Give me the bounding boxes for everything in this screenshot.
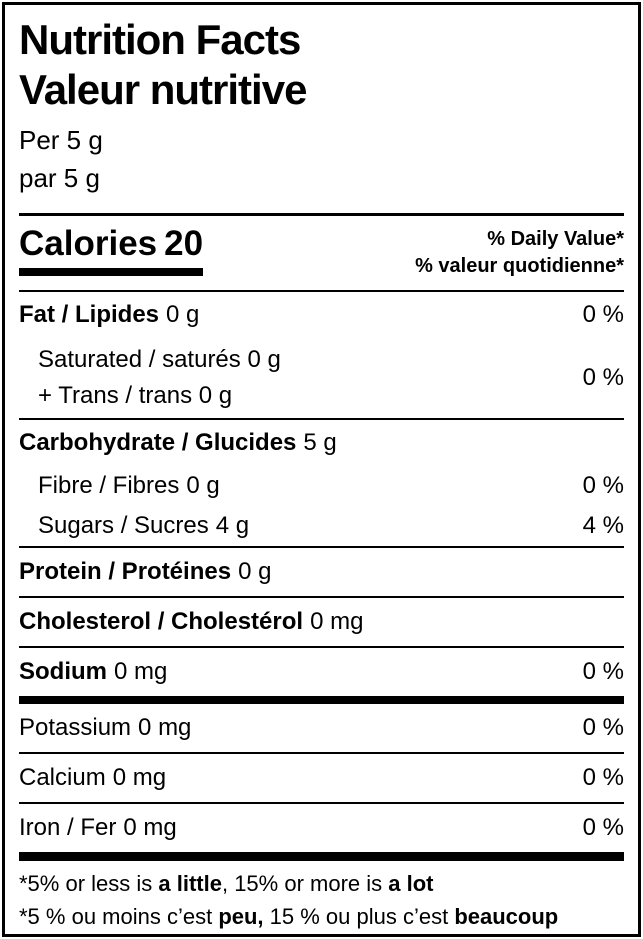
footnotes: *5% or less is a little, 15% or more is … bbox=[19, 867, 624, 933]
nutrient-row-saturated-trans: Saturated / saturés 0 g + Trans / trans … bbox=[19, 338, 624, 418]
saturated-line: Saturated / saturés 0 g bbox=[38, 346, 281, 373]
nutrient-row-fat: Fat / Lipides 0 g 0 % bbox=[19, 292, 624, 338]
sodium-amount: 0 mg bbox=[114, 658, 168, 685]
nutrient-row-potassium: Potassium 0 mg 0 % bbox=[19, 704, 624, 752]
calories-line: Calories 20 bbox=[19, 224, 203, 264]
trans-line: + Trans / trans 0 g bbox=[38, 382, 233, 409]
footnote-fr-text-2: 15 % ou plus c’est bbox=[263, 904, 455, 929]
fibre-amount: 0 g bbox=[186, 472, 220, 499]
serving-size-english: Per 5 g bbox=[19, 125, 103, 155]
fibre-percent: 0 % bbox=[582, 472, 624, 499]
calories-section: Calories 20 % Daily Value* % valeur quoti… bbox=[19, 216, 624, 280]
footnote-english: *5% or less is a little, 15% or more is … bbox=[19, 867, 624, 900]
saturated-trans-names: Saturated / saturés 0 g + Trans / trans … bbox=[19, 342, 281, 414]
nutrient-row-calcium: Calcium 0 mg 0 % bbox=[19, 754, 624, 802]
calcium-percent: 0 % bbox=[582, 764, 624, 791]
fat-percent: 0 % bbox=[582, 301, 624, 328]
footnote-french: *5 % ou moins c’est peu, 15 % ou plus c’… bbox=[19, 900, 624, 933]
footnote-fr-bold-1: peu, bbox=[218, 904, 264, 929]
top-divider bbox=[19, 213, 624, 216]
sugars-name-text: Sugars / Sucres bbox=[38, 512, 209, 539]
nutrient-row-cholesterol: Cholesterol / Cholestérol 0 mg bbox=[19, 598, 624, 646]
footnote-en-text-2: , 15% or more is bbox=[221, 871, 389, 896]
potassium-amount: 0 mg bbox=[138, 714, 192, 741]
cholesterol-name: Cholesterol / Cholestérol 0 mg bbox=[19, 607, 363, 637]
footnote-en-text-1: *5% or less is bbox=[19, 871, 159, 896]
divider bbox=[19, 546, 624, 548]
carbohydrate-name: Carbohydrate / Glucides 5 g bbox=[19, 428, 337, 458]
title-english: Nutrition Facts bbox=[19, 16, 301, 63]
calcium-amount: 0 mg bbox=[112, 764, 167, 791]
sugars-name: Sugars / Sucres 4 g bbox=[19, 511, 249, 541]
fibre-name-text: Fibre / Fibres bbox=[38, 472, 180, 499]
protein-amount: 0 g bbox=[238, 558, 272, 585]
nutrient-row-fibre: Fibre / Fibres 0 g 0 % bbox=[19, 466, 624, 506]
divider bbox=[19, 596, 624, 598]
divider bbox=[19, 752, 624, 754]
nutrient-row-iron: Iron / Fer 0 mg 0 % bbox=[19, 804, 624, 852]
fat-name-bold: Fat / Lipides bbox=[19, 301, 160, 328]
sodium-name: Sodium 0 mg bbox=[19, 657, 167, 687]
calories-value: 20 bbox=[164, 224, 204, 263]
calories-underline bbox=[19, 268, 204, 276]
calcium-name: Calcium 0 mg bbox=[19, 763, 166, 793]
thick-divider bbox=[19, 696, 624, 704]
footnote-en-bold-2: a lot bbox=[388, 871, 434, 896]
footnote-fr-bold-2: beaucoup bbox=[454, 904, 559, 929]
sodium-name-bold: Sodium bbox=[19, 658, 107, 685]
footnote-fr-text-1: *5 % ou moins c’est bbox=[19, 904, 219, 929]
divider bbox=[19, 802, 624, 804]
sodium-percent: 0 % bbox=[582, 658, 624, 685]
daily-value-header: % Daily Value* % valeur quotidienne* bbox=[415, 224, 624, 280]
nutrient-row-protein: Protein / Protéines 0 g bbox=[19, 548, 624, 596]
fat-amount: 0 g bbox=[166, 301, 200, 328]
divider bbox=[19, 290, 624, 292]
iron-name-text: Iron / Fer bbox=[19, 814, 117, 841]
calories-block: Calories 20 bbox=[19, 224, 204, 276]
nutrient-row-carbohydrate: Carbohydrate / Glucides 5 g bbox=[19, 420, 624, 466]
fibre-name: Fibre / Fibres 0 g bbox=[19, 471, 220, 501]
divider bbox=[19, 418, 624, 420]
potassium-percent: 0 % bbox=[582, 714, 624, 741]
serving-size-french: par 5 g bbox=[19, 163, 100, 193]
thick-divider-bottom bbox=[19, 852, 624, 861]
potassium-name: Potassium 0 mg bbox=[19, 713, 191, 743]
nutrient-row-sugars: Sugars / Sucres 4 g 4 % bbox=[19, 506, 624, 546]
protein-name: Protein / Protéines 0 g bbox=[19, 557, 271, 587]
daily-value-header-english: % Daily Value* bbox=[487, 228, 624, 250]
iron-name: Iron / Fer 0 mg bbox=[19, 813, 177, 843]
iron-percent: 0 % bbox=[582, 814, 624, 841]
title-french: Valeur nutritive bbox=[19, 66, 307, 113]
iron-amount: 0 mg bbox=[123, 814, 177, 841]
saturated-trans-percent: 0 % bbox=[582, 364, 624, 391]
carbohydrate-amount: 5 g bbox=[303, 429, 337, 456]
calcium-name-text: Calcium bbox=[19, 764, 106, 791]
carbohydrate-name-bold: Carbohydrate / Glucides bbox=[19, 429, 297, 456]
cholesterol-name-bold: Cholesterol / Cholestérol bbox=[19, 608, 304, 635]
divider bbox=[19, 646, 624, 648]
footnote-en-bold-1: a little bbox=[158, 871, 222, 896]
daily-value-header-french: % valeur quotidienne* bbox=[415, 255, 624, 277]
nutrient-row-sodium: Sodium 0 mg 0 % bbox=[19, 648, 624, 696]
protein-name-bold: Protein / Protéines bbox=[19, 558, 232, 585]
potassium-name-text: Potassium bbox=[19, 714, 132, 741]
sugars-amount: 4 g bbox=[215, 512, 250, 539]
cholesterol-amount: 0 mg bbox=[310, 608, 364, 635]
calories-label: Calories bbox=[19, 224, 158, 263]
fat-name: Fat / Lipides 0 g bbox=[19, 300, 199, 330]
sugars-percent: 4 % bbox=[582, 512, 624, 539]
